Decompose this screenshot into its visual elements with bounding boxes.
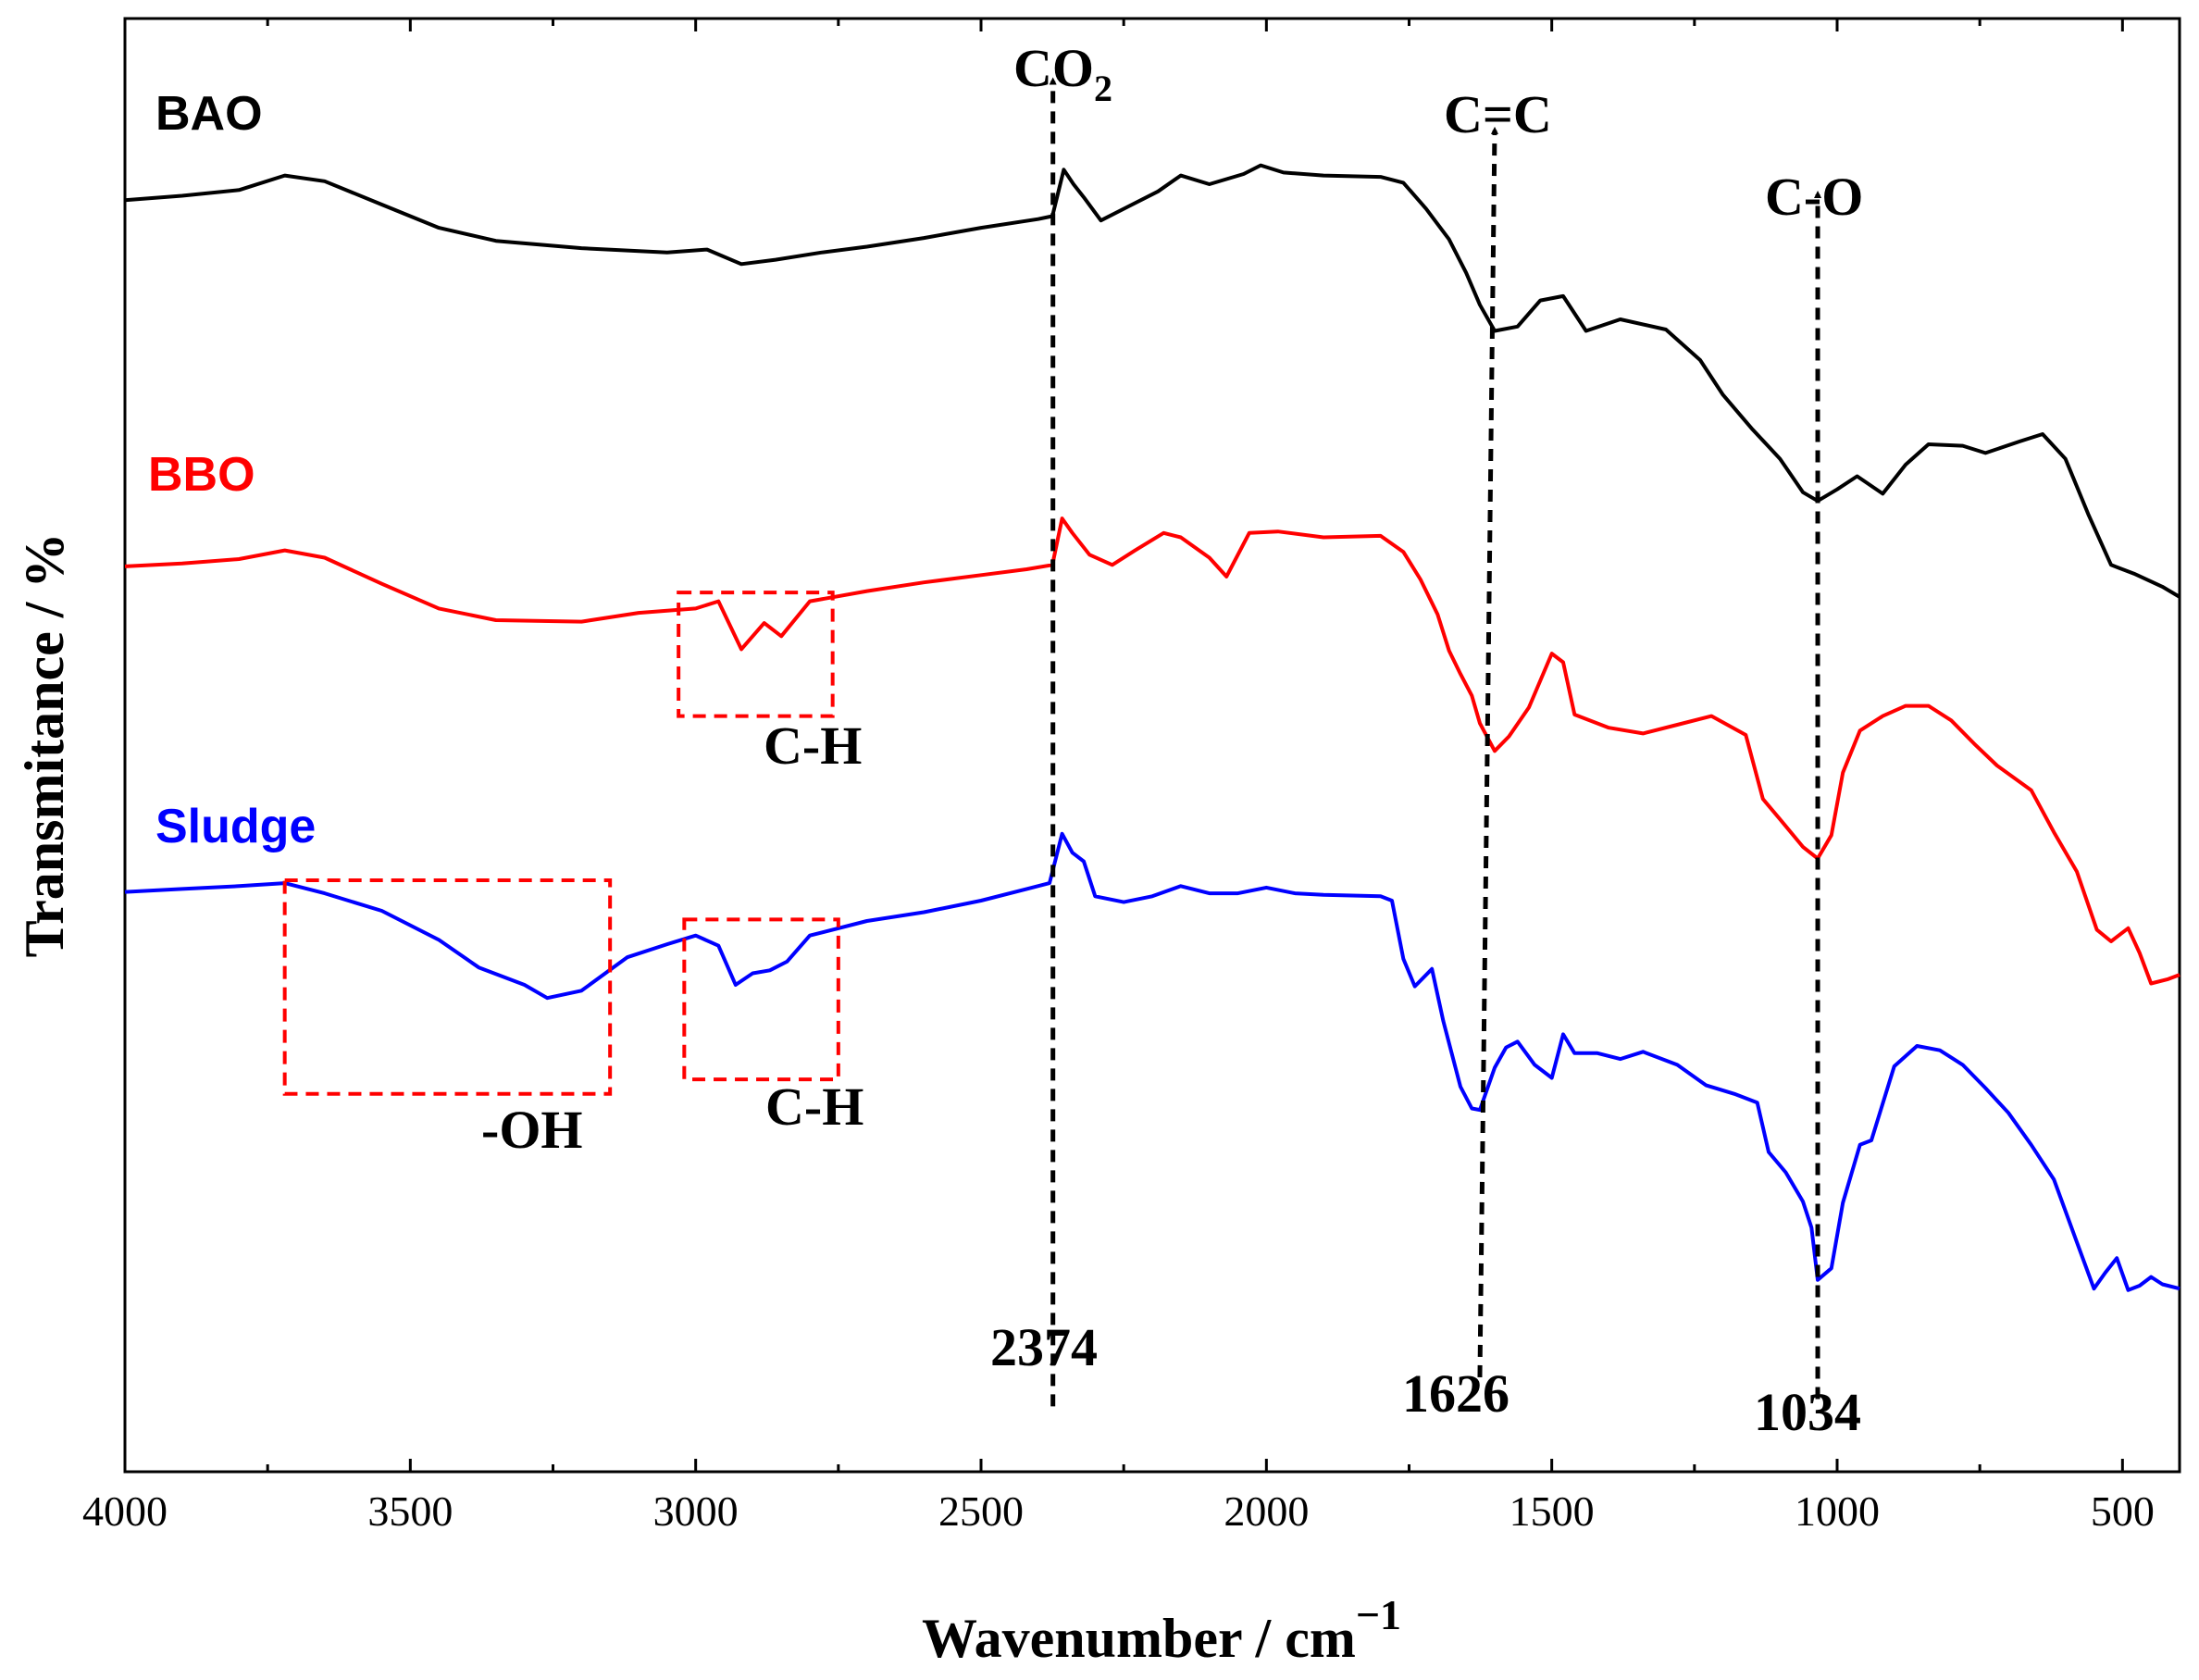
- spectra-series: [124, 163, 2181, 1292]
- x-axis-title: Wavenumber / cm−1: [922, 1591, 1401, 1669]
- guide-1626: [1477, 126, 1498, 1377]
- highlight-boxes: [282, 591, 840, 1096]
- x-tick-label: 500: [2091, 1487, 2155, 1535]
- label-bao: BAO: [155, 87, 263, 141]
- x-tick-label: 3500: [367, 1487, 453, 1535]
- label-sludge: Sludge: [155, 800, 316, 853]
- x-axis-ticks: 4000 3500 3000 2500 2000 1500 1000 500: [82, 19, 2155, 1535]
- y-axis-title: Transmitance / %: [14, 533, 75, 958]
- oh-box-sludge: [282, 878, 613, 1096]
- series-line-bao: [124, 163, 2181, 599]
- annotation-co: C-O: [1765, 167, 1863, 227]
- value-1034: 1034: [1754, 1382, 1861, 1442]
- x-tick-label: 1500: [1509, 1487, 1595, 1535]
- peak-guide-lines: [1049, 77, 1822, 1407]
- label-bbo: BBO: [148, 448, 255, 502]
- annotation-ch-sludge: C-H: [765, 1076, 863, 1137]
- ch-box-bbo: [677, 591, 835, 718]
- plot-frame: [123, 17, 2181, 1474]
- annotation-cc: C=C: [1444, 84, 1552, 144]
- value-1626: 1626: [1402, 1363, 1509, 1424]
- value-2374: 2374: [990, 1317, 1098, 1377]
- annotation-oh: -OH: [481, 1100, 583, 1160]
- x-tick-label: 4000: [82, 1487, 168, 1535]
- ch-box-sludge: [682, 917, 840, 1082]
- x-tick-label: 2500: [938, 1487, 1024, 1535]
- series-line-bbo: [124, 516, 2180, 986]
- x-tick-label: 2000: [1224, 1487, 1309, 1535]
- annotation-co2: CO2: [1013, 38, 1112, 109]
- x-tick-label: 1000: [1795, 1487, 1880, 1535]
- series-line-sludge: [124, 831, 2180, 1292]
- annotation-ch-bbo: C-H: [764, 716, 862, 776]
- x-tick-label: 3000: [653, 1487, 739, 1535]
